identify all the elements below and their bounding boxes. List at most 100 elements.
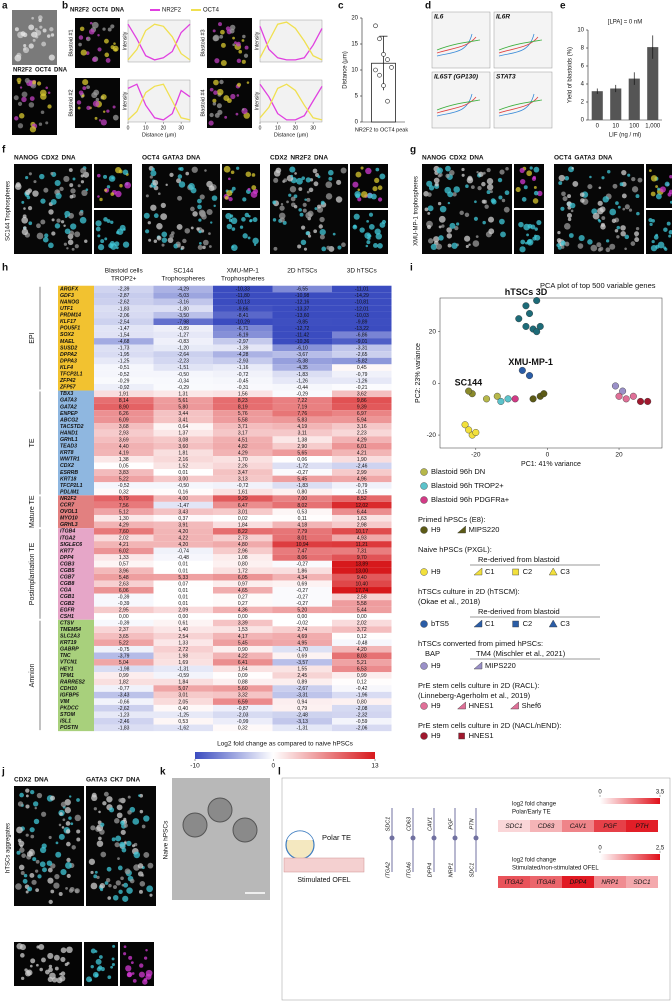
cell-blob <box>449 222 456 229</box>
gene-label: DPPA2 <box>60 352 77 358</box>
heatmap-cell <box>94 311 154 319</box>
heatmap-cell <box>94 587 154 594</box>
cell-blob <box>668 230 672 235</box>
cell-blob <box>611 218 617 224</box>
heatmap-cell <box>94 619 154 627</box>
heatmap-cell <box>213 606 273 614</box>
cell-blob <box>669 175 672 179</box>
heatmap-cell <box>94 711 154 719</box>
gene-label: DPP4 <box>60 555 74 561</box>
cell-blob <box>119 224 126 231</box>
cell-blob <box>116 812 123 819</box>
cell-blob <box>235 112 239 116</box>
legend-label: C2 <box>523 619 533 628</box>
heatmap-cell <box>153 619 213 627</box>
cell-label: 0,80 <box>357 699 367 705</box>
cell-label: 0,53 <box>178 719 188 725</box>
gene-label: HEY1 <box>60 666 74 672</box>
legend-marker <box>473 619 483 628</box>
legend-marker <box>420 526 428 534</box>
cell-blob <box>456 222 460 226</box>
cell-label: -0,79 <box>356 483 368 489</box>
cell-blob <box>243 53 249 58</box>
cell-blob <box>208 232 211 236</box>
cell-label: 6,41 <box>238 660 248 666</box>
heatmap-cell <box>332 685 392 692</box>
gene-label: PKDCC <box>60 706 79 712</box>
legend-heading: hTSCs converted from pimed hPSCs: <box>418 639 543 648</box>
cell-blob <box>77 184 81 188</box>
cell-blob <box>91 57 97 63</box>
heatmap-cell <box>153 403 213 411</box>
cell-blob <box>121 847 127 853</box>
column-header: SC144 <box>173 268 193 275</box>
heatmap-cell <box>272 442 332 450</box>
heatmap-cell <box>332 462 392 470</box>
cell-blob <box>289 166 296 173</box>
interaction-node <box>452 835 458 841</box>
cell-blob <box>152 179 159 186</box>
cell-blob <box>30 32 35 37</box>
cell-blob <box>427 205 434 212</box>
heatmap-cell <box>332 383 392 391</box>
cell-blob <box>55 841 59 845</box>
heatmap-cell <box>153 528 213 535</box>
heatmap-cell <box>153 456 213 463</box>
cell-blob <box>96 840 104 847</box>
cell-blob <box>234 41 237 45</box>
cell-blob <box>534 227 538 231</box>
heatmap-cell <box>153 305 213 312</box>
heatmap-cell <box>332 325 392 332</box>
cell-label: 0,89 <box>297 680 307 686</box>
scatter-point <box>533 328 541 336</box>
heatmap-cell <box>213 456 273 463</box>
heatmap-cell <box>94 639 154 646</box>
channel-label: DNA <box>186 155 200 162</box>
heatmap-cell <box>153 488 213 496</box>
cell-blob <box>191 166 198 173</box>
heatmap-cell <box>332 593 392 601</box>
cell-label: 4,82 <box>238 444 248 450</box>
cell-blob <box>650 245 658 252</box>
cell-label: 5,48 <box>119 575 129 581</box>
cell-label: -0,92 <box>118 385 130 391</box>
cell-label: 6,01 <box>357 444 367 450</box>
cell-blob <box>300 239 307 246</box>
cell-label: 7,76 <box>297 411 307 417</box>
cell-label: -11,42 <box>295 332 309 338</box>
cell-blob <box>247 236 251 240</box>
heatmap-cell <box>153 370 213 378</box>
heatmap-cell <box>332 567 392 574</box>
cell-blob <box>446 233 453 239</box>
heatmap-cell <box>272 325 332 332</box>
cell-blob <box>39 861 46 868</box>
heatmap-cell <box>94 698 154 705</box>
heatmap-cell <box>332 449 392 457</box>
x-tick-label: 20 <box>615 452 623 459</box>
cell-blob <box>360 191 368 198</box>
heatmap-cell <box>94 298 154 306</box>
cell-blob <box>242 233 248 239</box>
gene-label: TPM1 <box>60 673 74 679</box>
cell-blob <box>239 225 244 229</box>
receptor-label: ITGA2 <box>385 862 391 878</box>
cell-blob <box>65 829 71 834</box>
cell-label: 5,44 <box>357 608 367 614</box>
heatmap-cell <box>332 436 392 443</box>
cell-label: 1,40 <box>178 627 188 633</box>
cell-blob <box>19 844 23 848</box>
brightfield-image <box>172 778 270 900</box>
gene-label: STOM <box>60 712 76 718</box>
heatmap-cell <box>213 632 273 640</box>
cell-label: -0,27 <box>297 588 309 594</box>
cell-blob <box>23 44 27 48</box>
gene-label: CTSV <box>60 620 74 626</box>
heatmap-cell <box>272 541 332 548</box>
cell-blob <box>19 86 23 89</box>
gene-label: CGB1 <box>60 594 75 600</box>
cell-blob <box>113 885 118 890</box>
cell-blob <box>43 187 49 193</box>
heatmap-cell <box>153 718 213 725</box>
y-tick-label: 4 <box>581 82 585 88</box>
cell-blob <box>39 846 47 854</box>
